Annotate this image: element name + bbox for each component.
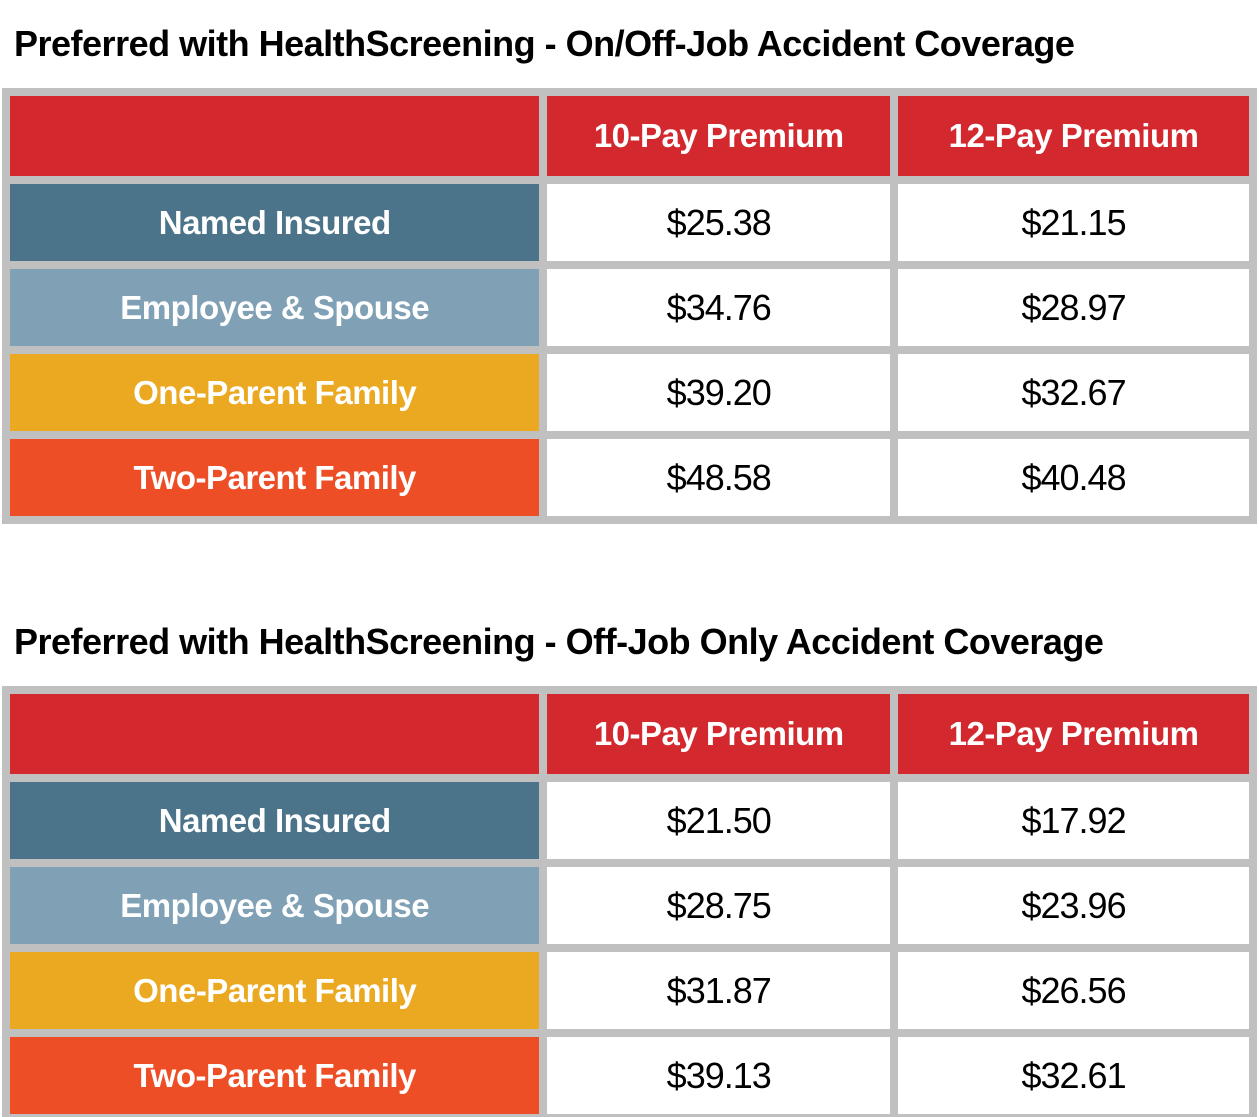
- premium-value-12pay: $32.67: [898, 354, 1249, 431]
- table-row-employee-spouse: Employee & Spouse $28.75 $23.96: [10, 867, 1249, 944]
- row-label-one-parent-family: One-Parent Family: [10, 354, 540, 431]
- premium-value-10pay: $28.75: [547, 867, 891, 944]
- table-row-named-insured: Named Insured $21.50 $17.92: [10, 782, 1249, 859]
- premium-value-10pay: $25.38: [547, 184, 891, 261]
- table-row-two-parent-family: Two-Parent Family $39.13 $32.61: [10, 1037, 1249, 1114]
- table-row-named-insured: Named Insured $25.38 $21.15: [10, 184, 1249, 261]
- premium-value-12pay: $28.97: [898, 269, 1249, 346]
- row-label-employee-spouse: Employee & Spouse: [10, 867, 540, 944]
- rate-table-onoff-job: 10-Pay Premium 12-Pay Premium Named Insu…: [2, 88, 1257, 524]
- row-label-one-parent-family: One-Parent Family: [10, 952, 540, 1029]
- premium-value-12pay: $40.48: [898, 439, 1249, 516]
- row-label-named-insured: Named Insured: [10, 184, 540, 261]
- table-row-one-parent-family: One-Parent Family $31.87 $26.56: [10, 952, 1249, 1029]
- rate-table-off-job-only: 10-Pay Premium 12-Pay Premium Named Insu…: [2, 686, 1257, 1117]
- premium-value-12pay: $32.61: [898, 1037, 1249, 1114]
- row-label-employee-spouse: Employee & Spouse: [10, 269, 540, 346]
- premium-value-10pay: $39.20: [547, 354, 891, 431]
- premium-value-12pay: $26.56: [898, 952, 1249, 1029]
- table-title-onoff-job: Preferred with HealthScreening - On/Off-…: [14, 23, 1075, 64]
- premium-value-12pay: $17.92: [898, 782, 1249, 859]
- premium-value-12pay: $21.15: [898, 184, 1249, 261]
- table-row-employee-spouse: Employee & Spouse $34.76 $28.97: [10, 269, 1249, 346]
- header-cell-12pay: 12-Pay Premium: [898, 96, 1249, 176]
- row-label-two-parent-family: Two-Parent Family: [10, 1037, 540, 1114]
- row-label-named-insured: Named Insured: [10, 782, 540, 859]
- header-cell-12pay: 12-Pay Premium: [898, 694, 1249, 774]
- premium-value-12pay: $23.96: [898, 867, 1249, 944]
- table-title-off-job-only: Preferred with HealthScreening - Off-Job…: [14, 621, 1104, 662]
- premium-value-10pay: $34.76: [547, 269, 891, 346]
- row-label-two-parent-family: Two-Parent Family: [10, 439, 540, 516]
- header-cell-10pay: 10-Pay Premium: [547, 694, 891, 774]
- header-row: 10-Pay Premium 12-Pay Premium: [10, 694, 1249, 774]
- table-row-two-parent-family: Two-Parent Family $48.58 $40.48: [10, 439, 1249, 516]
- premium-value-10pay: $31.87: [547, 952, 891, 1029]
- premium-value-10pay: $39.13: [547, 1037, 891, 1114]
- premium-value-10pay: $21.50: [547, 782, 891, 859]
- header-row: 10-Pay Premium 12-Pay Premium: [10, 96, 1249, 176]
- table-row-one-parent-family: One-Parent Family $39.20 $32.67: [10, 354, 1249, 431]
- header-cell-blank: [10, 694, 540, 774]
- premium-value-10pay: $48.58: [547, 439, 891, 516]
- header-cell-10pay: 10-Pay Premium: [547, 96, 891, 176]
- header-cell-blank: [10, 96, 540, 176]
